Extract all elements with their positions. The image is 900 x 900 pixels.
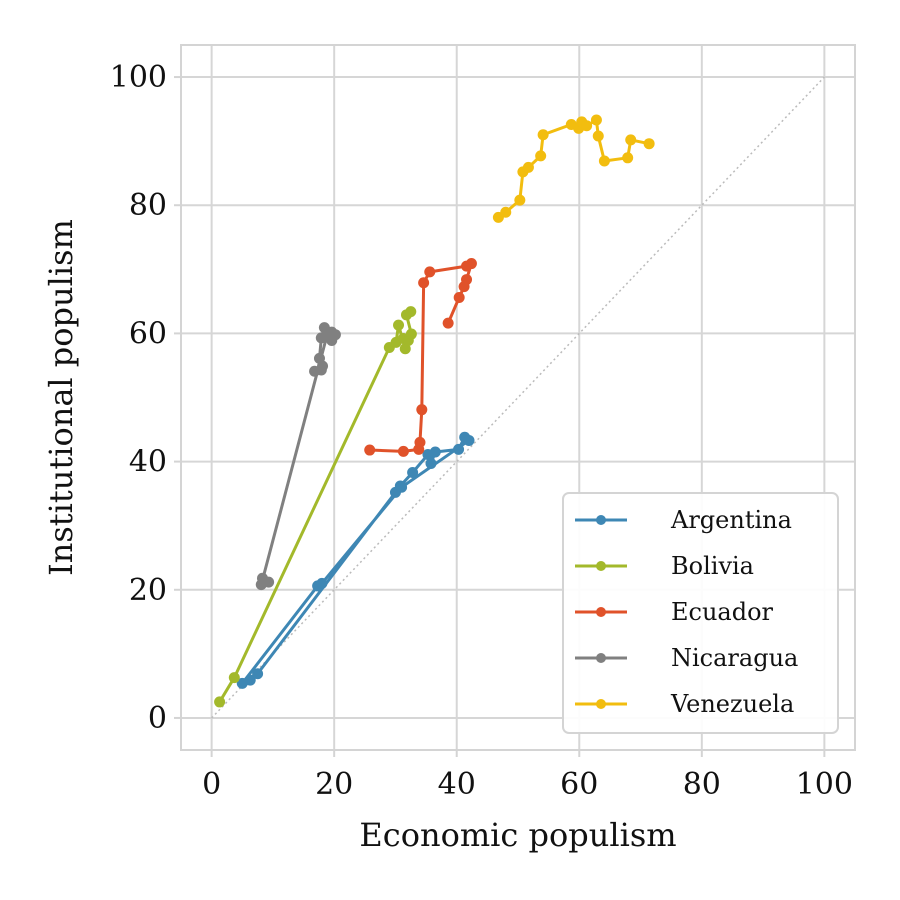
legend-marker <box>596 699 606 709</box>
legend-label: Nicaragua <box>671 644 798 672</box>
y-tick-label: 60 <box>129 316 167 351</box>
data-point <box>214 696 226 708</box>
data-point <box>416 404 428 416</box>
data-point <box>405 328 417 340</box>
legend-box <box>562 492 839 734</box>
data-point <box>442 317 454 329</box>
data-point <box>418 277 430 289</box>
data-point <box>244 674 256 686</box>
legend-marker <box>596 515 606 525</box>
y-tick-label: 20 <box>129 573 167 608</box>
y-tick-label: 100 <box>110 60 167 95</box>
legend: Argentina Bolivia Ecuador Nicaragua Venezuel… <box>562 492 839 734</box>
data-point <box>399 343 411 355</box>
data-point <box>252 668 264 680</box>
data-point <box>424 266 436 278</box>
data-point <box>463 434 475 446</box>
data-point <box>453 443 465 455</box>
data-point <box>364 444 376 456</box>
data-point <box>407 466 419 478</box>
data-point <box>514 194 526 206</box>
plot-frame <box>180 44 856 751</box>
x-tick-label: 20 <box>315 767 353 802</box>
data-point <box>500 206 512 218</box>
legend-label: Ecuador <box>671 598 774 626</box>
data-point <box>396 481 408 493</box>
data-point <box>598 155 610 167</box>
data-point <box>263 576 275 588</box>
data-point <box>465 258 477 270</box>
y-tick-label: 40 <box>129 445 167 480</box>
x-tick-label: 40 <box>438 767 476 802</box>
x-tick-label: 100 <box>796 767 853 802</box>
legend-label: Argentina <box>670 506 792 534</box>
x-tick-label: 80 <box>683 767 721 802</box>
data-point <box>458 281 470 293</box>
data-point <box>393 319 405 331</box>
x-axis-title: Economic populism <box>359 816 676 854</box>
data-point <box>581 120 593 132</box>
data-point <box>592 130 604 142</box>
data-point <box>313 352 325 364</box>
y-axis-ticks: 0 20 40 60 80 100 <box>110 60 181 736</box>
data-point <box>429 446 441 458</box>
data-point <box>537 129 549 141</box>
data-point <box>414 436 426 448</box>
data-point <box>321 330 333 342</box>
y-tick-label: 80 <box>129 188 167 223</box>
data-point <box>453 292 465 304</box>
data-point <box>425 458 437 470</box>
series-nicaragua <box>255 322 341 591</box>
data-point <box>522 161 534 173</box>
series-venezuela <box>492 114 655 223</box>
data-point <box>535 150 547 162</box>
data-point <box>590 114 602 126</box>
legend-label: Venezuela <box>670 690 794 718</box>
data-point <box>643 138 655 150</box>
y-tick-label: 0 <box>148 701 167 736</box>
y-axis-title: Institutional populism <box>42 219 80 576</box>
legend-marker <box>596 561 606 571</box>
legend-marker <box>596 653 606 663</box>
legend-label: Bolivia <box>671 552 754 580</box>
series-argentina <box>236 431 475 689</box>
legend-marker <box>596 607 606 617</box>
series-layer <box>214 114 655 708</box>
x-tick-label: 0 <box>202 767 221 802</box>
x-tick-label: 60 <box>560 767 598 802</box>
data-point <box>622 152 634 164</box>
x-axis-ticks: 0 20 40 60 80 100 <box>202 750 853 802</box>
data-point <box>405 306 417 318</box>
series-bolivia <box>214 306 417 708</box>
series-ecuador <box>364 258 477 457</box>
data-point <box>228 672 240 684</box>
data-point <box>397 445 409 457</box>
data-point <box>625 134 637 146</box>
data-point <box>316 577 328 589</box>
